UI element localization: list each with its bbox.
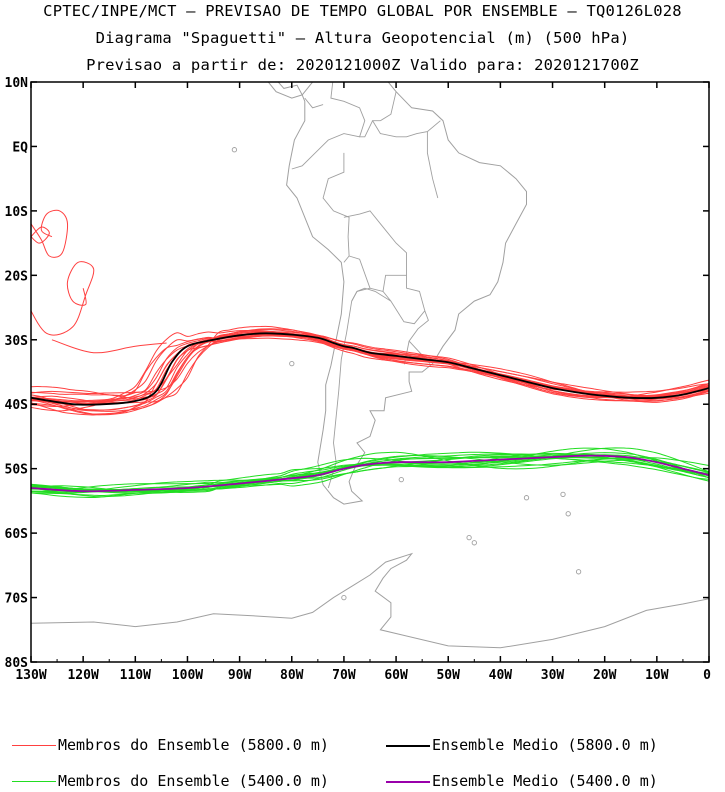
country-border: [426, 131, 439, 199]
ensemble-5400-member-line: [31, 451, 709, 499]
island-outline: [466, 534, 472, 541]
legend-members-5400: Membros do Ensemble (5400.0 m): [12, 772, 329, 790]
country-border: [327, 291, 358, 489]
lon-tick-label: 30W: [541, 668, 565, 683]
lon-tick-label: 20W: [593, 668, 617, 683]
lon-tick-label: 120W: [67, 668, 98, 683]
ensemble-5400-member-line: [31, 456, 709, 493]
country-border: [291, 82, 366, 170]
lon-tick-label: 60W: [384, 668, 408, 683]
lat-tick-label: 30S: [5, 334, 29, 349]
lon-tick-label: 50W: [436, 668, 460, 683]
ensemble-5800-member-line: [31, 335, 709, 412]
lon-tick-label: 0: [703, 668, 711, 683]
lon-tick-label: 130W: [15, 668, 46, 683]
ensemble-5400-member-line: [31, 452, 709, 491]
country-border: [304, 97, 324, 109]
lat-tick-label: 20S: [5, 269, 29, 284]
ensemble-mean-5800-line: [31, 332, 709, 406]
legend-swatch-mean-5800: [386, 744, 430, 747]
ensemble-5400-member-line: [31, 455, 709, 498]
ensemble-5800-member-loop: [31, 209, 69, 258]
island-outline: [560, 491, 566, 498]
lon-tick-label: 40W: [489, 668, 513, 683]
lon-tick-label: 70W: [332, 668, 356, 683]
lat-tick-label: 60S: [5, 527, 29, 542]
country-border: [359, 120, 374, 138]
legend-swatch-mean-5400: [386, 780, 430, 783]
lon-tick-label: 110W: [120, 668, 151, 683]
lon-tick-label: 100W: [172, 668, 203, 683]
legend-label-members-5400: Membros do Ensemble (5400.0 m): [58, 772, 329, 790]
ensemble-mean-5400-line: [31, 454, 709, 493]
country-border: [322, 152, 350, 263]
lat-tick-label: 80S: [5, 656, 29, 671]
antarctica-outline: [31, 552, 709, 662]
title-line-1: CPTEC/INPE/MCT – PREVISAO DE TEMPO GLOBA…: [43, 2, 682, 20]
island-outline: [575, 569, 582, 575]
lat-tick-label: 50S: [5, 463, 29, 478]
country-border: [348, 255, 371, 289]
south-america-outline: [286, 82, 527, 505]
ensemble-5400-member-line: [31, 447, 709, 492]
lat-tick-label: 10S: [5, 205, 29, 220]
ensemble-5800-member-loop: [31, 261, 95, 336]
ensemble-5800-member-line: [31, 329, 709, 407]
lon-tick-label: 90W: [228, 668, 252, 683]
ensemble-5800-member-line: [31, 333, 709, 412]
ensemble-5400-member-line: [31, 453, 709, 491]
legend-label-members-5800: Membros do Ensemble (5800.0 m): [58, 736, 329, 754]
ensemble-5400-member-line: [31, 453, 709, 491]
country-border: [343, 210, 407, 292]
country-border: [351, 287, 392, 302]
legend-label-mean-5800: Ensemble Medio (5800.0 m): [432, 736, 658, 754]
island-outline: [471, 540, 477, 546]
central-america-outline: [267, 82, 303, 99]
lon-tick-label: 80W: [280, 668, 304, 683]
lat-tick-label: 70S: [5, 592, 29, 607]
country-border: [371, 91, 441, 138]
legend-swatch-members-5800: [12, 745, 56, 746]
legend-mean-5800: Ensemble Medio (5800.0 m): [386, 736, 658, 754]
island-outline: [341, 594, 347, 601]
island-outline: [289, 360, 295, 367]
legend-members-5800: Membros do Ensemble (5800.0 m): [12, 736, 329, 754]
map-geography: [31, 82, 709, 662]
ensemble-5800-member-line: [31, 335, 709, 402]
ensemble-5800-member-loop: [31, 226, 50, 244]
lon-tick-label: 10W: [645, 668, 669, 683]
legend-mean-5400: Ensemble Medio (5400.0 m): [386, 772, 658, 790]
lat-tick-label: 10N: [5, 76, 29, 91]
ensemble-means-layer: [31, 332, 709, 493]
island-outline: [231, 147, 238, 153]
lat-tick-label: 40S: [5, 398, 29, 413]
island-outline: [523, 495, 530, 501]
legend-label-mean-5400: Ensemble Medio (5400.0 m): [432, 772, 658, 790]
title-line-2: Diagrama "Spaguetti" – Altura Geopotenci…: [95, 29, 630, 47]
legend-swatch-members-5400: [12, 781, 56, 782]
ensemble-5800-member-loop: [51, 339, 167, 354]
country-border: [408, 310, 431, 364]
island-outline: [565, 511, 571, 517]
country-border: [382, 275, 426, 325]
title-line-3: Previsao a partir de: 2020121000Z Valido…: [86, 56, 639, 74]
island-outline: [398, 476, 404, 483]
lat-tick-label: EQ: [12, 140, 28, 155]
ensemble-members-layer: [31, 209, 709, 499]
